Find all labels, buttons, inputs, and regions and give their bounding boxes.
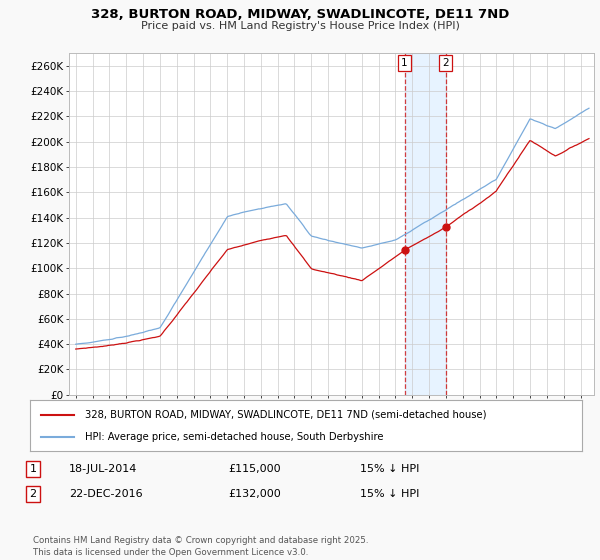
Text: 15% ↓ HPI: 15% ↓ HPI xyxy=(360,464,419,474)
Text: HPI: Average price, semi-detached house, South Derbyshire: HPI: Average price, semi-detached house,… xyxy=(85,432,384,442)
Text: 15% ↓ HPI: 15% ↓ HPI xyxy=(360,489,419,499)
Text: £132,000: £132,000 xyxy=(228,489,281,499)
Text: 1: 1 xyxy=(29,464,37,474)
Text: 1: 1 xyxy=(401,58,408,68)
Text: £115,000: £115,000 xyxy=(228,464,281,474)
Text: Contains HM Land Registry data © Crown copyright and database right 2025.
This d: Contains HM Land Registry data © Crown c… xyxy=(33,536,368,557)
Text: 22-DEC-2016: 22-DEC-2016 xyxy=(69,489,143,499)
Text: Price paid vs. HM Land Registry's House Price Index (HPI): Price paid vs. HM Land Registry's House … xyxy=(140,21,460,31)
Bar xyxy=(404,53,446,395)
Text: 328, BURTON ROAD, MIDWAY, SWADLINCOTE, DE11 7ND (semi-detached house): 328, BURTON ROAD, MIDWAY, SWADLINCOTE, D… xyxy=(85,409,487,419)
Text: 328, BURTON ROAD, MIDWAY, SWADLINCOTE, DE11 7ND: 328, BURTON ROAD, MIDWAY, SWADLINCOTE, D… xyxy=(91,8,509,21)
Text: 18-JUL-2014: 18-JUL-2014 xyxy=(69,464,137,474)
Text: 2: 2 xyxy=(29,489,37,499)
Text: 2: 2 xyxy=(442,58,449,68)
